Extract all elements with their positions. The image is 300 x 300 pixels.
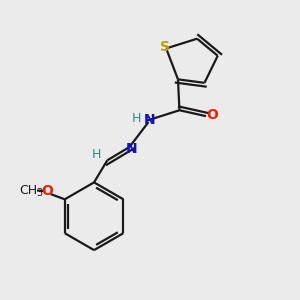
Text: O: O [41, 184, 53, 198]
Text: S: S [160, 40, 170, 54]
Text: 3: 3 [36, 188, 42, 198]
Text: H: H [132, 112, 141, 125]
Text: H: H [92, 148, 101, 161]
Text: CH: CH [20, 184, 38, 197]
Text: N: N [126, 142, 138, 155]
Text: N: N [144, 113, 155, 127]
Text: O: O [206, 108, 218, 122]
